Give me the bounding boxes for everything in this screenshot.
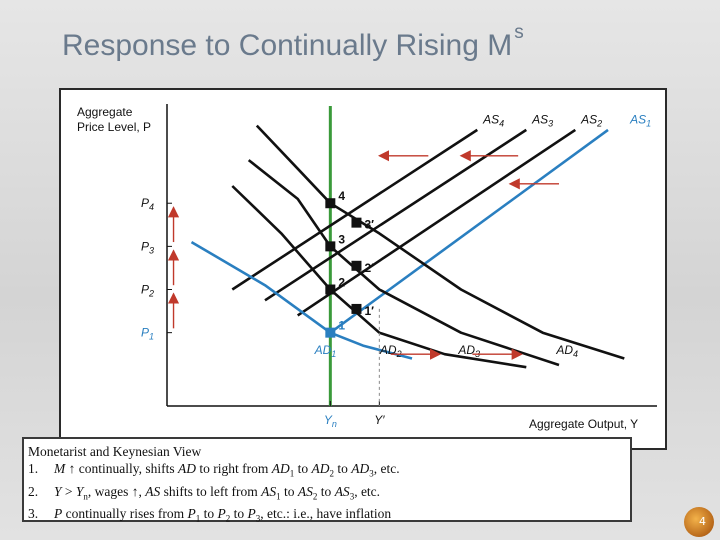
series-line-ad3 — [247, 159, 560, 367]
series-label-ad1: AD1 — [314, 343, 337, 359]
slide-title-text: Response to Continually Rising M — [62, 29, 513, 62]
series-line-as1 — [329, 128, 609, 334]
y-tick-label-p2: P2 — [141, 283, 154, 299]
series-label-as2: AS2 — [580, 112, 602, 128]
up-arrow-icon: ↑ — [131, 483, 139, 499]
equilibrium-point-5 — [351, 217, 362, 228]
equilibrium-label-6: 4 — [338, 189, 345, 203]
series-line-as3 — [264, 128, 528, 302]
page-badge — [684, 507, 714, 537]
series-label-as1: AS1 — [629, 112, 651, 128]
equilibrium-point-6 — [325, 198, 336, 209]
equilibrium-point-4 — [325, 241, 336, 252]
y-tick-label-p3: P3 — [141, 239, 154, 255]
equilibrium-label-4: 3 — [338, 232, 345, 246]
x-tick-label-1: Y′ — [374, 413, 385, 427]
y-tick-label-p1: P1 — [141, 326, 154, 342]
as-ad-chart: Aggregate Price Level, P Aggregate Output,… — [77, 104, 657, 431]
series-line-as2 — [296, 128, 577, 317]
slide-title-superscript: s — [514, 22, 524, 43]
y-tick-label-p4: P4 — [141, 196, 154, 212]
series-line-ad4 — [255, 124, 625, 360]
series-label-ad3: AD3 — [457, 343, 480, 359]
series-label-as4: AS4 — [482, 112, 504, 128]
equilibrium-label-2: 2 — [338, 276, 345, 290]
series-line-as4 — [231, 128, 479, 291]
notes-box: Monetarist and Keynesian View 1. M ↑ cont… — [22, 437, 632, 524]
notes-heading: Monetarist and Keynesian View — [28, 444, 202, 459]
up-arrow-icon: ↑ — [68, 461, 76, 476]
equilibrium-point-2 — [325, 284, 336, 295]
equilibrium-label-1: 1′ — [364, 304, 374, 318]
equilibrium-point-0 — [325, 327, 336, 338]
page-number: 4 — [699, 515, 706, 528]
y-axis-title: Aggregate Price Level, P — [77, 105, 151, 134]
series-label-as3: AS3 — [531, 112, 553, 128]
notes-line-2: 2. Y > Yn, wages ↑, AS shifts to left fro… — [28, 483, 381, 502]
equilibrium-label-3: 2′ — [364, 261, 374, 275]
chart-frame: Aggregate Price Level, P Aggregate Output,… — [59, 88, 667, 450]
equilibrium-label-0: 1 — [338, 319, 345, 333]
equilibrium-point-1 — [351, 303, 362, 314]
x-tick-label-0: Yn — [324, 413, 337, 429]
equilibrium-point-3 — [351, 260, 362, 271]
series-label-ad4: AD4 — [555, 343, 578, 359]
x-axis-title: Aggregate Output, Y — [529, 417, 638, 431]
equilibrium-label-5: 3′ — [364, 218, 374, 232]
series-label-ad2: AD2 — [379, 343, 402, 359]
notes-line-3: 3. P continually rises from P1 to P2 to P… — [28, 506, 392, 525]
notes-line-1: 1. M ↑ continually, shifts AD to right fr… — [28, 461, 400, 479]
